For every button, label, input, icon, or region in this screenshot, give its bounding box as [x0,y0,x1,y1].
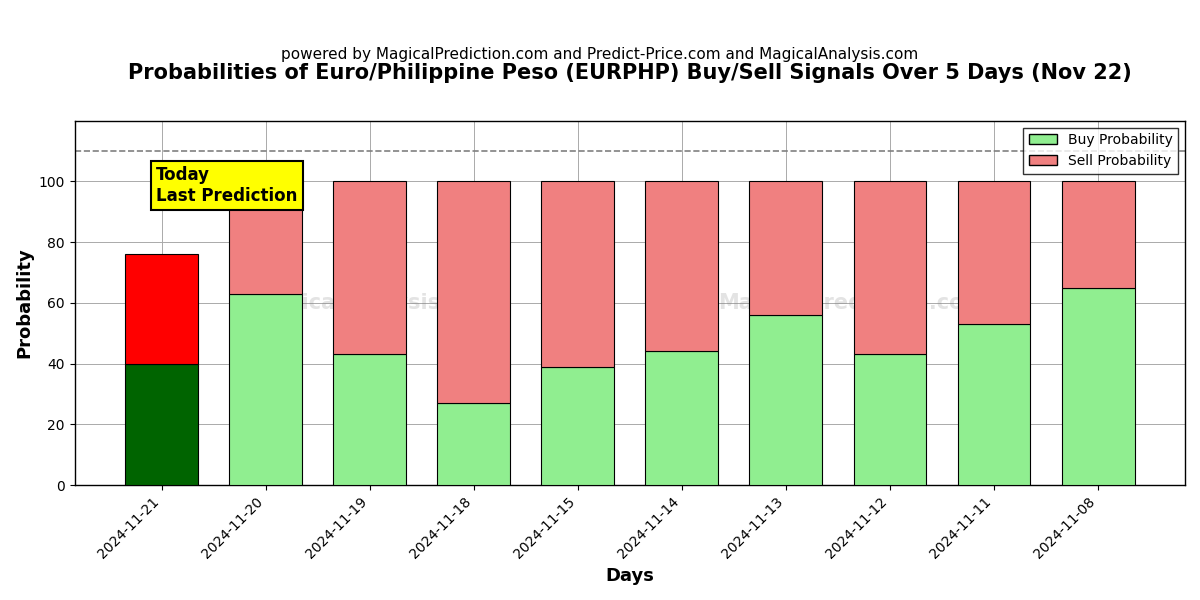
Y-axis label: Probability: Probability [16,247,34,358]
Bar [437,181,510,403]
Legend: Buy Probability, Sell Probability: Buy Probability, Sell Probability [1024,128,1178,173]
Bar [958,324,1031,485]
Bar [1062,181,1134,287]
X-axis label: Days: Days [605,567,654,585]
Bar [334,181,406,355]
Text: powered by MagicalPrediction.com and Predict-Price.com and MagicalAnalysis.com: powered by MagicalPrediction.com and Pre… [281,46,919,61]
Bar [125,364,198,485]
Bar [1062,287,1134,485]
Bar [541,367,614,485]
Bar [646,352,719,485]
Text: Today
Last Prediction: Today Last Prediction [156,166,298,205]
Bar [334,355,406,485]
Bar [229,294,302,485]
Bar [437,403,510,485]
Text: MagicalAnalysis.com: MagicalAnalysis.com [252,293,497,313]
Bar [229,181,302,294]
Bar [750,181,822,315]
Bar [646,181,719,352]
Bar [125,254,198,364]
Bar [958,181,1031,324]
Bar [853,355,926,485]
Bar [541,181,614,367]
Title: Probabilities of Euro/Philippine Peso (EURPHP) Buy/Sell Signals Over 5 Days (Nov: Probabilities of Euro/Philippine Peso (E… [128,63,1132,83]
Bar [750,315,822,485]
Bar [853,181,926,355]
Text: MagicalPrediction.com: MagicalPrediction.com [719,293,985,313]
